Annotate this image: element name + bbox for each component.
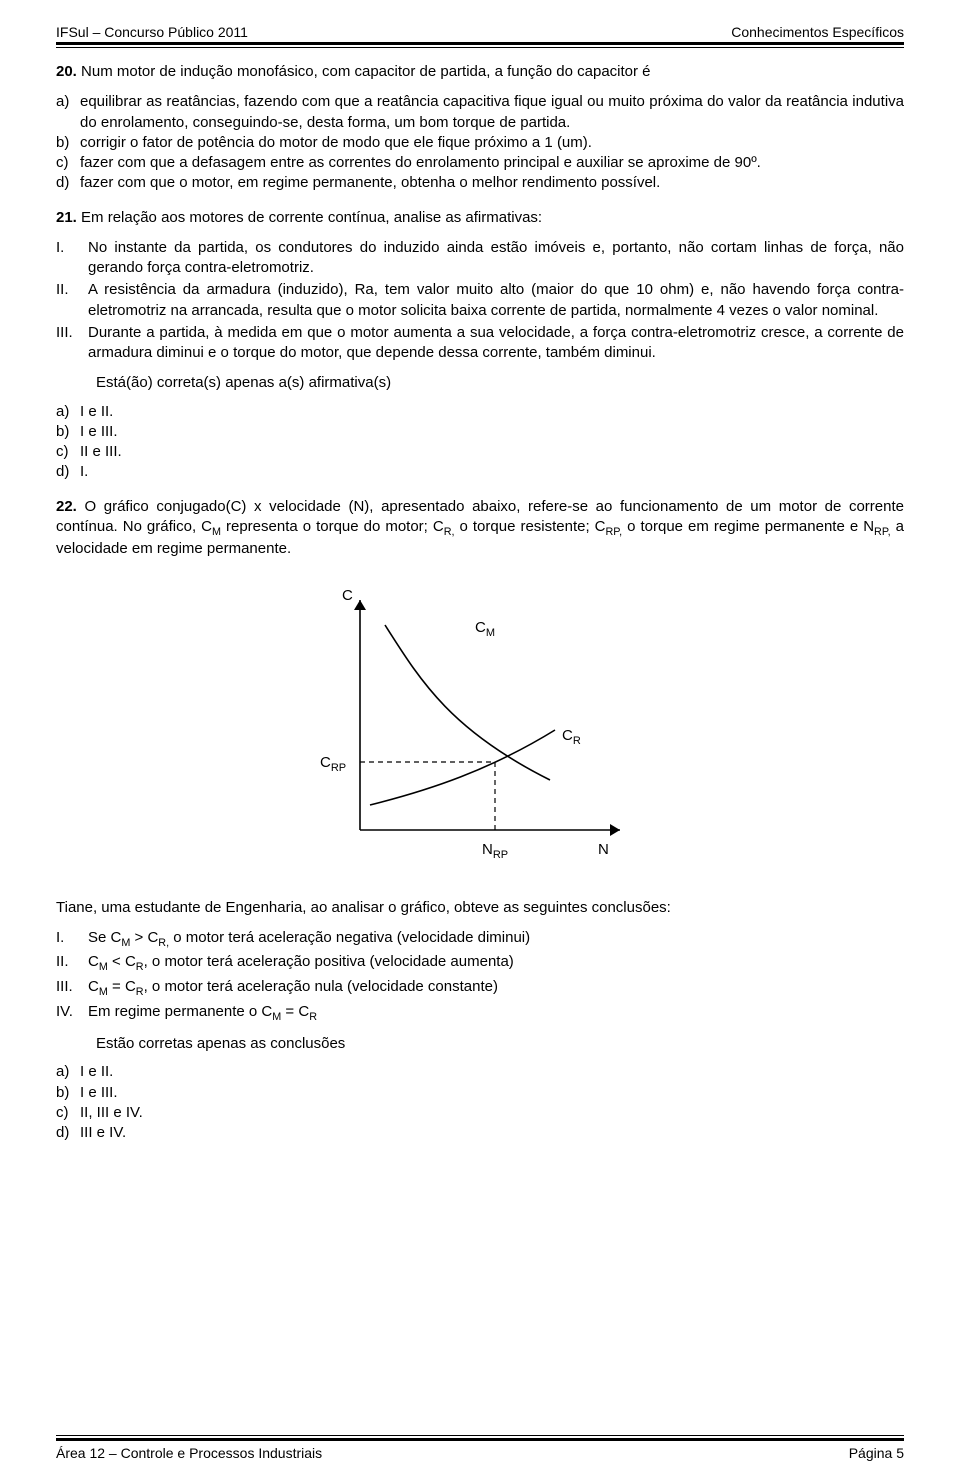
q22-stmt-3: III.CM = CR, o motor terá aceleração nul…	[56, 977, 904, 1000]
option-text: fazer com que a defasagem entre as corre…	[80, 153, 904, 173]
statement-text: CM < CR, o motor terá aceleração positiv…	[88, 952, 904, 975]
q22-statements: I.Se CM > CR, o motor terá aceleração ne…	[56, 928, 904, 1024]
option-letter: c)	[56, 153, 80, 173]
option-letter: d)	[56, 462, 80, 482]
statement-letter: III.	[56, 323, 88, 364]
q22-options: a)I e II. b)I e III. c)II, III e IV. d)I…	[56, 1062, 904, 1143]
option-text: fazer com que o motor, em regime permane…	[80, 173, 904, 193]
header-left: IFSul – Concurso Público 2011	[56, 24, 248, 40]
q21-opt-c: c)II e III.	[56, 442, 904, 462]
q21-opt-d: d)I.	[56, 462, 904, 482]
q21-stmt-2: II.A resistência da armadura (induzido),…	[56, 280, 904, 321]
svg-text:NRP: NRP	[482, 841, 508, 861]
footer-rule-thin	[56, 1435, 904, 1436]
option-letter: d)	[56, 173, 80, 193]
page: IFSul – Concurso Público 2011 Conhecimen…	[0, 0, 960, 1481]
statement-letter: II.	[56, 952, 88, 975]
q21-options: a)I e II. b)I e III. c)II e III. d)I.	[56, 402, 904, 483]
q21-statements: I.No instante da partida, os condutores …	[56, 238, 904, 364]
q22-opt-a: a)I e II.	[56, 1062, 904, 1082]
q22-opt-c: c)II, III e IV.	[56, 1103, 904, 1123]
q22-chart: C CM CR CRP NRP N	[56, 570, 904, 880]
option-letter: c)	[56, 442, 80, 462]
option-text: I e III.	[80, 422, 904, 442]
statement-text: No instante da partida, os condutores do…	[88, 238, 904, 279]
option-text: II, III e IV.	[80, 1103, 904, 1123]
q22-stmt-4: IV.Em regime permanente o CM = CR	[56, 1002, 904, 1025]
statement-text: A resistência da armadura (induzido), Ra…	[88, 280, 904, 321]
q22-body: O gráfico conjugado(C) x velocidade (N),…	[56, 498, 904, 558]
option-text: I.	[80, 462, 904, 482]
statement-letter: IV.	[56, 1002, 88, 1025]
q22-after-chart: Tiane, uma estudante de Engenharia, ao a…	[56, 898, 904, 918]
q22-stmt-1: I.Se CM > CR, o motor terá aceleração ne…	[56, 928, 904, 951]
torque-speed-diagram: C CM CR CRP NRP N	[290, 570, 670, 880]
svg-text:CRP: CRP	[320, 754, 346, 774]
footer-rule-heavy	[56, 1438, 904, 1441]
q22-opt-b: b)I e III.	[56, 1083, 904, 1103]
option-letter: b)	[56, 422, 80, 442]
option-text: III e IV.	[80, 1123, 904, 1143]
q21-opt-b: b)I e III.	[56, 422, 904, 442]
q22-number: 22.	[56, 498, 77, 515]
page-header: IFSul – Concurso Público 2011 Conhecimen…	[56, 24, 904, 40]
option-letter: b)	[56, 133, 80, 153]
option-text: II e III.	[80, 442, 904, 462]
q20-text: 20. Num motor de indução monofásico, com…	[56, 62, 904, 82]
statement-letter: III.	[56, 977, 88, 1000]
svg-text:N: N	[598, 841, 609, 858]
statement-letter: II.	[56, 280, 88, 321]
q20-number: 20.	[56, 63, 77, 80]
option-text: I e II.	[80, 1062, 904, 1082]
q20-opt-d: d)fazer com que o motor, em regime perma…	[56, 173, 904, 193]
statement-text: Se CM > CR, o motor terá aceleração nega…	[88, 928, 904, 951]
statement-letter: I.	[56, 928, 88, 951]
q21-intro: Está(ão) correta(s) apenas a(s) afirmati…	[96, 373, 904, 393]
statement-text: Em regime permanente o CM = CR	[88, 1002, 904, 1025]
svg-text:CR: CR	[562, 727, 581, 747]
option-letter: d)	[56, 1123, 80, 1143]
footer-left: Área 12 – Controle e Processos Industria…	[56, 1445, 322, 1461]
page-footer: Área 12 – Controle e Processos Industria…	[56, 1435, 904, 1461]
option-letter: a)	[56, 402, 80, 422]
option-letter: b)	[56, 1083, 80, 1103]
q21-stmt-3: III.Durante a partida, à medida em que o…	[56, 323, 904, 364]
option-letter: a)	[56, 1062, 80, 1082]
q21-text: 21. Em relação aos motores de corrente c…	[56, 208, 904, 228]
q20-opt-c: c)fazer com que a defasagem entre as cor…	[56, 153, 904, 173]
svg-text:C: C	[342, 587, 353, 604]
q21-stmt-1: I.No instante da partida, os condutores …	[56, 238, 904, 279]
q21-number: 21.	[56, 209, 77, 226]
option-text: I e III.	[80, 1083, 904, 1103]
svg-text:CM: CM	[475, 619, 495, 639]
option-letter: a)	[56, 92, 80, 133]
q20-opt-a: a)equilibrar as reatâncias, fazendo com …	[56, 92, 904, 133]
q21-body: Em relação aos motores de corrente contí…	[81, 209, 542, 226]
header-rule-heavy	[56, 42, 904, 45]
header-rule-thin	[56, 47, 904, 48]
footer-right: Página 5	[849, 1445, 904, 1461]
option-text: equilibrar as reatâncias, fazendo com qu…	[80, 92, 904, 133]
q22-opt-d: d)III e IV.	[56, 1123, 904, 1143]
q22-text: 22. O gráfico conjugado(C) x velocidade …	[56, 497, 904, 560]
q22-intro: Estão corretas apenas as conclusões	[96, 1034, 904, 1054]
q20-body: Num motor de indução monofásico, com cap…	[81, 63, 650, 80]
q20-opt-b: b)corrigir o fator de potência do motor …	[56, 133, 904, 153]
option-letter: c)	[56, 1103, 80, 1123]
statement-text: CM = CR, o motor terá aceleração nula (v…	[88, 977, 904, 1000]
q20-options: a)equilibrar as reatâncias, fazendo com …	[56, 92, 904, 193]
q22-stmt-2: II.CM < CR, o motor terá aceleração posi…	[56, 952, 904, 975]
header-right: Conhecimentos Específicos	[731, 24, 904, 40]
option-text: I e II.	[80, 402, 904, 422]
option-text: corrigir o fator de potência do motor de…	[80, 133, 904, 153]
q21-opt-a: a)I e II.	[56, 402, 904, 422]
statement-text: Durante a partida, à medida em que o mot…	[88, 323, 904, 364]
statement-letter: I.	[56, 238, 88, 279]
